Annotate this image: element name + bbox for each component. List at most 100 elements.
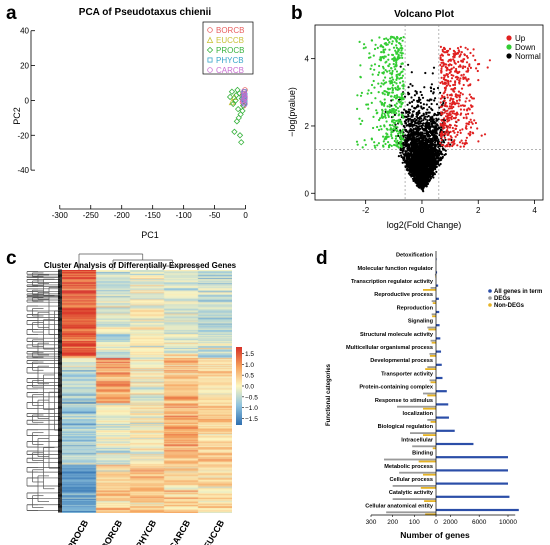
- volcano-point: [395, 63, 398, 66]
- go-bar-degs: [430, 287, 436, 289]
- volcano-point: [466, 67, 469, 70]
- volcano-point: [423, 117, 426, 120]
- volcano-point: [413, 117, 416, 120]
- volcano-point: [400, 154, 403, 157]
- volcano-point: [419, 90, 422, 94]
- volcano-point: [409, 153, 412, 156]
- volcano-point: [388, 103, 391, 106]
- go-bar-degs: [392, 498, 436, 500]
- volcano-point: [395, 105, 398, 108]
- volcano-point: [412, 166, 415, 169]
- volcano-point: [447, 141, 450, 144]
- volcano-point: [422, 184, 425, 187]
- volcano-point: [432, 88, 436, 91]
- volcano-point: [468, 63, 471, 66]
- volcano-point: [463, 108, 466, 111]
- volcano-point: [399, 47, 402, 50]
- go-bar-all: [436, 403, 449, 406]
- volcano-point: [423, 145, 426, 148]
- volcano-point: [430, 120, 433, 123]
- volcano-point: [440, 105, 444, 108]
- volcano-point: [400, 130, 403, 133]
- volcano-point: [421, 144, 424, 147]
- volcano-point: [411, 157, 414, 160]
- volcano-point: [415, 132, 418, 135]
- volcano-point: [421, 139, 425, 142]
- volcano-point: [418, 132, 421, 135]
- volcano-legend-marker: [506, 35, 512, 41]
- volcano-point: [375, 112, 378, 115]
- volcano-point: [391, 137, 394, 140]
- volcano-point: [426, 126, 429, 129]
- volcano-point: [445, 66, 448, 70]
- volcano-point: [422, 166, 425, 169]
- volcano-point: [467, 132, 470, 135]
- volcano-point: [373, 68, 376, 71]
- volcano-point: [447, 75, 450, 78]
- heatmap-colorbar-label: 0.5: [245, 373, 254, 380]
- volcano-point: [385, 37, 388, 40]
- volcano-point: [476, 69, 479, 73]
- volcano-point: [368, 52, 371, 55]
- volcano-point: [379, 59, 382, 62]
- pca-legend-label: BORCB: [216, 26, 244, 35]
- volcano-point: [466, 48, 469, 51]
- volcano-point: [429, 169, 432, 172]
- volcano-point: [381, 92, 384, 95]
- go-category-label: Protein-containing complex: [359, 385, 434, 391]
- volcano-point: [393, 81, 396, 84]
- volcano-point: [446, 96, 449, 99]
- volcano-point: [420, 105, 423, 108]
- volcano-point: [469, 66, 472, 69]
- volcano-point: [451, 112, 454, 115]
- volcano-point: [421, 96, 425, 99]
- volcano-point: [439, 122, 442, 125]
- go-bar-non-degs: [425, 513, 436, 516]
- volcano-point: [449, 124, 452, 127]
- pca-ylabel: PC2: [12, 107, 22, 125]
- volcano-point: [435, 156, 438, 159]
- volcano-point: [430, 132, 433, 135]
- volcano-point: [412, 119, 415, 122]
- volcano-point: [356, 107, 359, 110]
- volcano-point: [404, 110, 408, 113]
- heatmap-colorbar-label: −0.5: [245, 394, 258, 401]
- volcano-point: [417, 142, 420, 145]
- volcano-point: [408, 129, 411, 132]
- go-bar-all: [436, 324, 440, 327]
- volcano-point: [465, 78, 468, 81]
- volcano-point: [394, 68, 397, 71]
- volcano-point: [415, 115, 418, 118]
- volcano-point: [441, 123, 444, 126]
- pca-legend-label: CARCB: [216, 66, 244, 75]
- volcano-point: [411, 169, 415, 172]
- go-bar-degs: [431, 313, 436, 316]
- panel-letter-d: d: [316, 248, 328, 269]
- volcano-point: [409, 149, 412, 152]
- volcano-point: [444, 138, 447, 141]
- volcano-point: [439, 45, 442, 49]
- volcano-point: [372, 115, 375, 118]
- volcano-point: [439, 97, 442, 100]
- pca-xtick-label: -50: [209, 211, 221, 220]
- go-bar-degs: [384, 458, 436, 461]
- volcano-point: [383, 98, 386, 101]
- volcano-point: [390, 133, 393, 136]
- volcano-point: [356, 94, 359, 97]
- volcano-point: [468, 108, 471, 111]
- volcano-point: [382, 46, 385, 49]
- volcano-point: [397, 155, 400, 158]
- volcano-point: [445, 84, 448, 87]
- volcano-point: [431, 72, 434, 75]
- volcano-point: [386, 87, 390, 90]
- pca-point: [230, 100, 237, 108]
- volcano-point: [407, 86, 410, 89]
- volcano-point: [370, 39, 373, 42]
- pca-point: [233, 118, 241, 125]
- volcano-point: [398, 73, 401, 77]
- volcano-point: [450, 94, 453, 97]
- volcano-point: [379, 45, 382, 48]
- volcano-point: [392, 128, 395, 131]
- volcano-point: [450, 73, 453, 77]
- volcano-point: [460, 87, 464, 90]
